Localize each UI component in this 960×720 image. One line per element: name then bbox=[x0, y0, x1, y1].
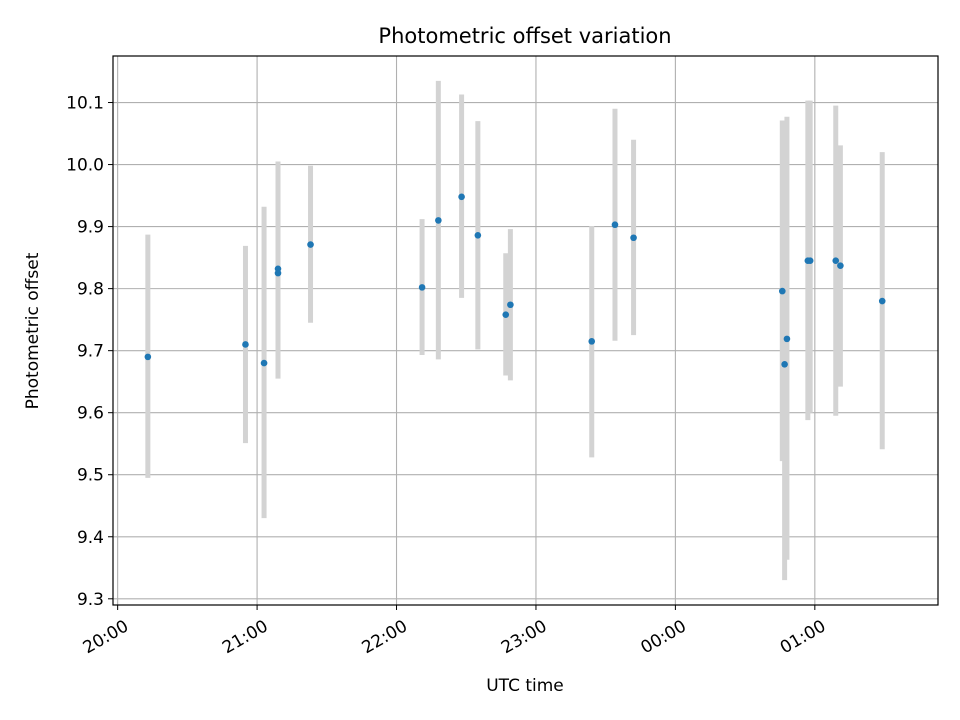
y-tick-label: 10.0 bbox=[66, 156, 104, 176]
data-point bbox=[418, 284, 426, 291]
data-point bbox=[837, 262, 844, 269]
data-point bbox=[502, 311, 510, 318]
data-point bbox=[588, 338, 596, 345]
data-point bbox=[783, 335, 791, 343]
y-tick-label: 10.1 bbox=[66, 94, 104, 114]
grid bbox=[113, 56, 938, 605]
data-point bbox=[435, 217, 442, 224]
data-point bbox=[611, 221, 619, 229]
data-point bbox=[242, 341, 249, 348]
y-tick-label: 9.5 bbox=[77, 466, 104, 486]
chart-title: Photometric offset variation bbox=[378, 24, 671, 48]
y-tick-label: 9.6 bbox=[77, 404, 104, 424]
y-axis-ticks: 9.3 9.4 9.5 9.6 9.7 9.8 9.9 10.0 10.1 bbox=[66, 94, 113, 610]
data-points bbox=[144, 193, 886, 368]
y-tick-label: 9.9 bbox=[77, 218, 104, 238]
data-point bbox=[307, 241, 314, 248]
y-tick-label: 9.7 bbox=[77, 342, 104, 362]
y-tick-label: 9.3 bbox=[77, 590, 104, 610]
y-axis-label: Photometric offset bbox=[23, 252, 43, 409]
data-point bbox=[260, 359, 268, 367]
data-point bbox=[878, 297, 886, 305]
data-point bbox=[630, 234, 637, 242]
data-point bbox=[832, 257, 840, 265]
data-point bbox=[806, 257, 814, 265]
y-tick-label: 9.4 bbox=[77, 528, 104, 548]
data-point bbox=[778, 287, 786, 295]
data-point bbox=[144, 353, 152, 361]
plot-frame bbox=[112, 55, 939, 606]
data-point bbox=[274, 265, 282, 273]
y-tick-label: 9.8 bbox=[77, 280, 104, 300]
data-point bbox=[781, 361, 788, 368]
data-point bbox=[474, 231, 482, 239]
data-point bbox=[507, 301, 514, 309]
x-axis-label: UTC time bbox=[486, 676, 564, 696]
data-point bbox=[458, 193, 465, 201]
